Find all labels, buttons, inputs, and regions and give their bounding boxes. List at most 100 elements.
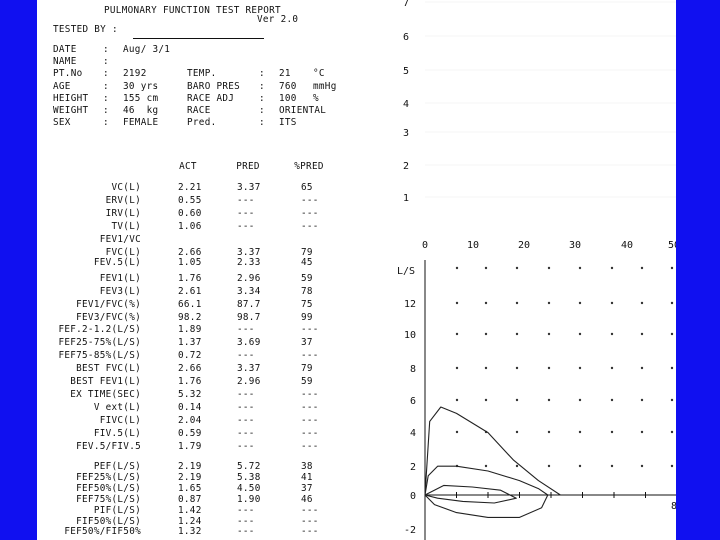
result-actual: 2.66 xyxy=(178,246,202,258)
result-percent-predicted: 59 xyxy=(301,376,313,388)
result-predicted: --- xyxy=(237,220,255,232)
patient-field-unit: °C xyxy=(313,68,325,80)
result-percent-predicted: --- xyxy=(301,441,319,452)
result-actual: 0.87 xyxy=(178,493,202,505)
x-tick-label: 20 xyxy=(518,240,530,251)
field-separator: : xyxy=(259,92,265,104)
result-label: VC(L) xyxy=(111,182,141,193)
result-actual: 5.32 xyxy=(178,389,202,401)
y-tick-label: 8 xyxy=(410,364,416,375)
y-axis-label: L/S xyxy=(397,266,415,277)
result-predicted: 1.90 xyxy=(237,493,261,505)
patient-field-value: Aug/ 3/1 xyxy=(123,44,171,55)
y-tick-label: -2 xyxy=(404,525,416,536)
result-label: FIF50%(L/S) xyxy=(76,515,141,527)
result-label: FEV1/VC xyxy=(99,233,141,245)
result-label: FEF75%(L/S) xyxy=(76,493,141,505)
grid-dot xyxy=(670,301,674,305)
grid-dot xyxy=(610,464,614,468)
result-predicted: 2.96 xyxy=(237,272,261,284)
result-percent-predicted: 46 xyxy=(301,493,313,505)
result-percent-predicted: 79 xyxy=(301,363,313,375)
patient-field-value: 21 xyxy=(279,68,291,80)
grid-dot xyxy=(578,301,582,305)
grid-dot xyxy=(484,398,488,402)
result-label: EX TIME(SEC) xyxy=(70,389,141,401)
result-predicted: 87.7 xyxy=(237,298,261,310)
field-separator: : xyxy=(103,117,109,129)
result-label: FEF50%/FIF50% xyxy=(64,526,141,538)
result-label: IRV(L) xyxy=(105,207,141,219)
result-percent-predicted: --- xyxy=(301,324,319,336)
grid-dot xyxy=(640,398,644,402)
grid-dot xyxy=(578,366,582,370)
grid-dot xyxy=(515,366,519,370)
grid-dot xyxy=(515,464,519,468)
patient-field-label: WEIGHT xyxy=(53,105,89,116)
x-axis-end-label: 8L xyxy=(671,501,676,512)
result-percent-predicted: 78 xyxy=(301,285,313,297)
y-tick-label: 3 xyxy=(403,128,409,139)
result-label: PEF(L/S) xyxy=(93,461,141,472)
grid-dot xyxy=(670,464,674,468)
result-actual: 2.19 xyxy=(178,461,202,472)
y-tick-label: 2 xyxy=(410,462,416,473)
grid-dot xyxy=(578,464,582,468)
patient-field-value: 100 xyxy=(279,92,297,104)
report-title: PULMONARY FUNCTION TEST REPORT xyxy=(104,5,281,16)
grid-dot xyxy=(610,366,614,370)
result-predicted: --- xyxy=(237,504,255,516)
result-actual: 2.19 xyxy=(178,471,202,483)
result-predicted: 3.37 xyxy=(237,363,261,375)
patient-field-value: 760 xyxy=(279,80,297,92)
y-tick-label: 10 xyxy=(404,330,416,341)
field-separator: : xyxy=(103,44,109,55)
flow-volume-curve-4 xyxy=(424,484,517,504)
grid-dot xyxy=(578,332,582,336)
result-predicted: 4.50 xyxy=(237,482,261,494)
grid-dot xyxy=(670,430,674,434)
patient-field-value: 30 yrs xyxy=(123,80,159,92)
x-tick-label: 30 xyxy=(569,240,581,251)
result-predicted: 5.72 xyxy=(237,461,261,472)
result-percent-predicted: 38 xyxy=(301,461,313,472)
result-percent-predicted: --- xyxy=(301,526,319,538)
patient-field-value: ITS xyxy=(279,117,297,129)
grid-dot xyxy=(515,398,519,402)
result-label: TV(L) xyxy=(111,220,141,232)
x-tick-label: 0 xyxy=(422,240,428,251)
grid-dot xyxy=(610,332,614,336)
y-tick-label: 6 xyxy=(410,396,416,407)
result-actual: 2.21 xyxy=(178,182,202,193)
result-percent-predicted: --- xyxy=(301,515,319,527)
flow-volume-chart: L/S 12 10 8 6 4 2 0 -2 8L xyxy=(397,260,676,540)
grid-dot xyxy=(484,301,488,305)
result-label: FEV.5(L) xyxy=(93,256,141,268)
grid-dot xyxy=(640,464,644,468)
result-label: FEV3(L) xyxy=(99,285,141,297)
result-predicted: --- xyxy=(237,324,255,336)
grid-dot xyxy=(640,366,644,370)
patient-field-label: DATE xyxy=(53,44,77,55)
y-tick-label: 4 xyxy=(410,428,416,439)
result-percent-predicted: --- xyxy=(301,207,319,219)
field-separator: : xyxy=(103,105,109,116)
result-percent-predicted: 99 xyxy=(301,311,313,323)
grid-dot xyxy=(455,430,459,434)
patient-field-label: Pred. xyxy=(187,117,217,129)
y-tick-label: 12 xyxy=(404,299,416,310)
result-label: FEV1/FVC(%) xyxy=(76,298,141,310)
patient-field-label: PT.No xyxy=(53,68,83,80)
result-predicted: --- xyxy=(237,428,255,440)
y-tick-label: 2 xyxy=(403,161,409,172)
result-label: V ext(L) xyxy=(93,402,141,414)
grid-dot xyxy=(515,430,519,434)
result-percent-predicted: --- xyxy=(301,389,319,401)
result-percent-predicted: 79 xyxy=(301,246,313,258)
result-percent-predicted: --- xyxy=(301,504,319,516)
field-separator: : xyxy=(103,92,109,104)
grid-dot xyxy=(640,332,644,336)
grid-dot xyxy=(670,366,674,370)
result-predicted: --- xyxy=(237,389,255,401)
y-tick-label: 5 xyxy=(403,66,409,77)
